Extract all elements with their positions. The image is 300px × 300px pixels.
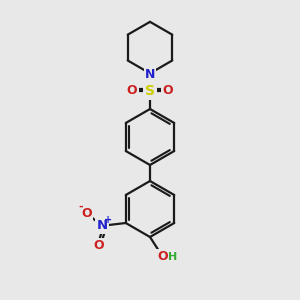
Text: O: O (81, 207, 92, 220)
Text: O: O (127, 85, 137, 98)
Text: O: O (163, 85, 173, 98)
Text: O: O (94, 239, 104, 252)
Text: N: N (145, 68, 155, 80)
Text: +: + (104, 215, 112, 225)
Text: H: H (168, 252, 177, 262)
Text: S: S (145, 84, 155, 98)
Text: O: O (157, 250, 168, 263)
Text: -: - (78, 202, 83, 212)
Text: N: N (96, 219, 107, 232)
